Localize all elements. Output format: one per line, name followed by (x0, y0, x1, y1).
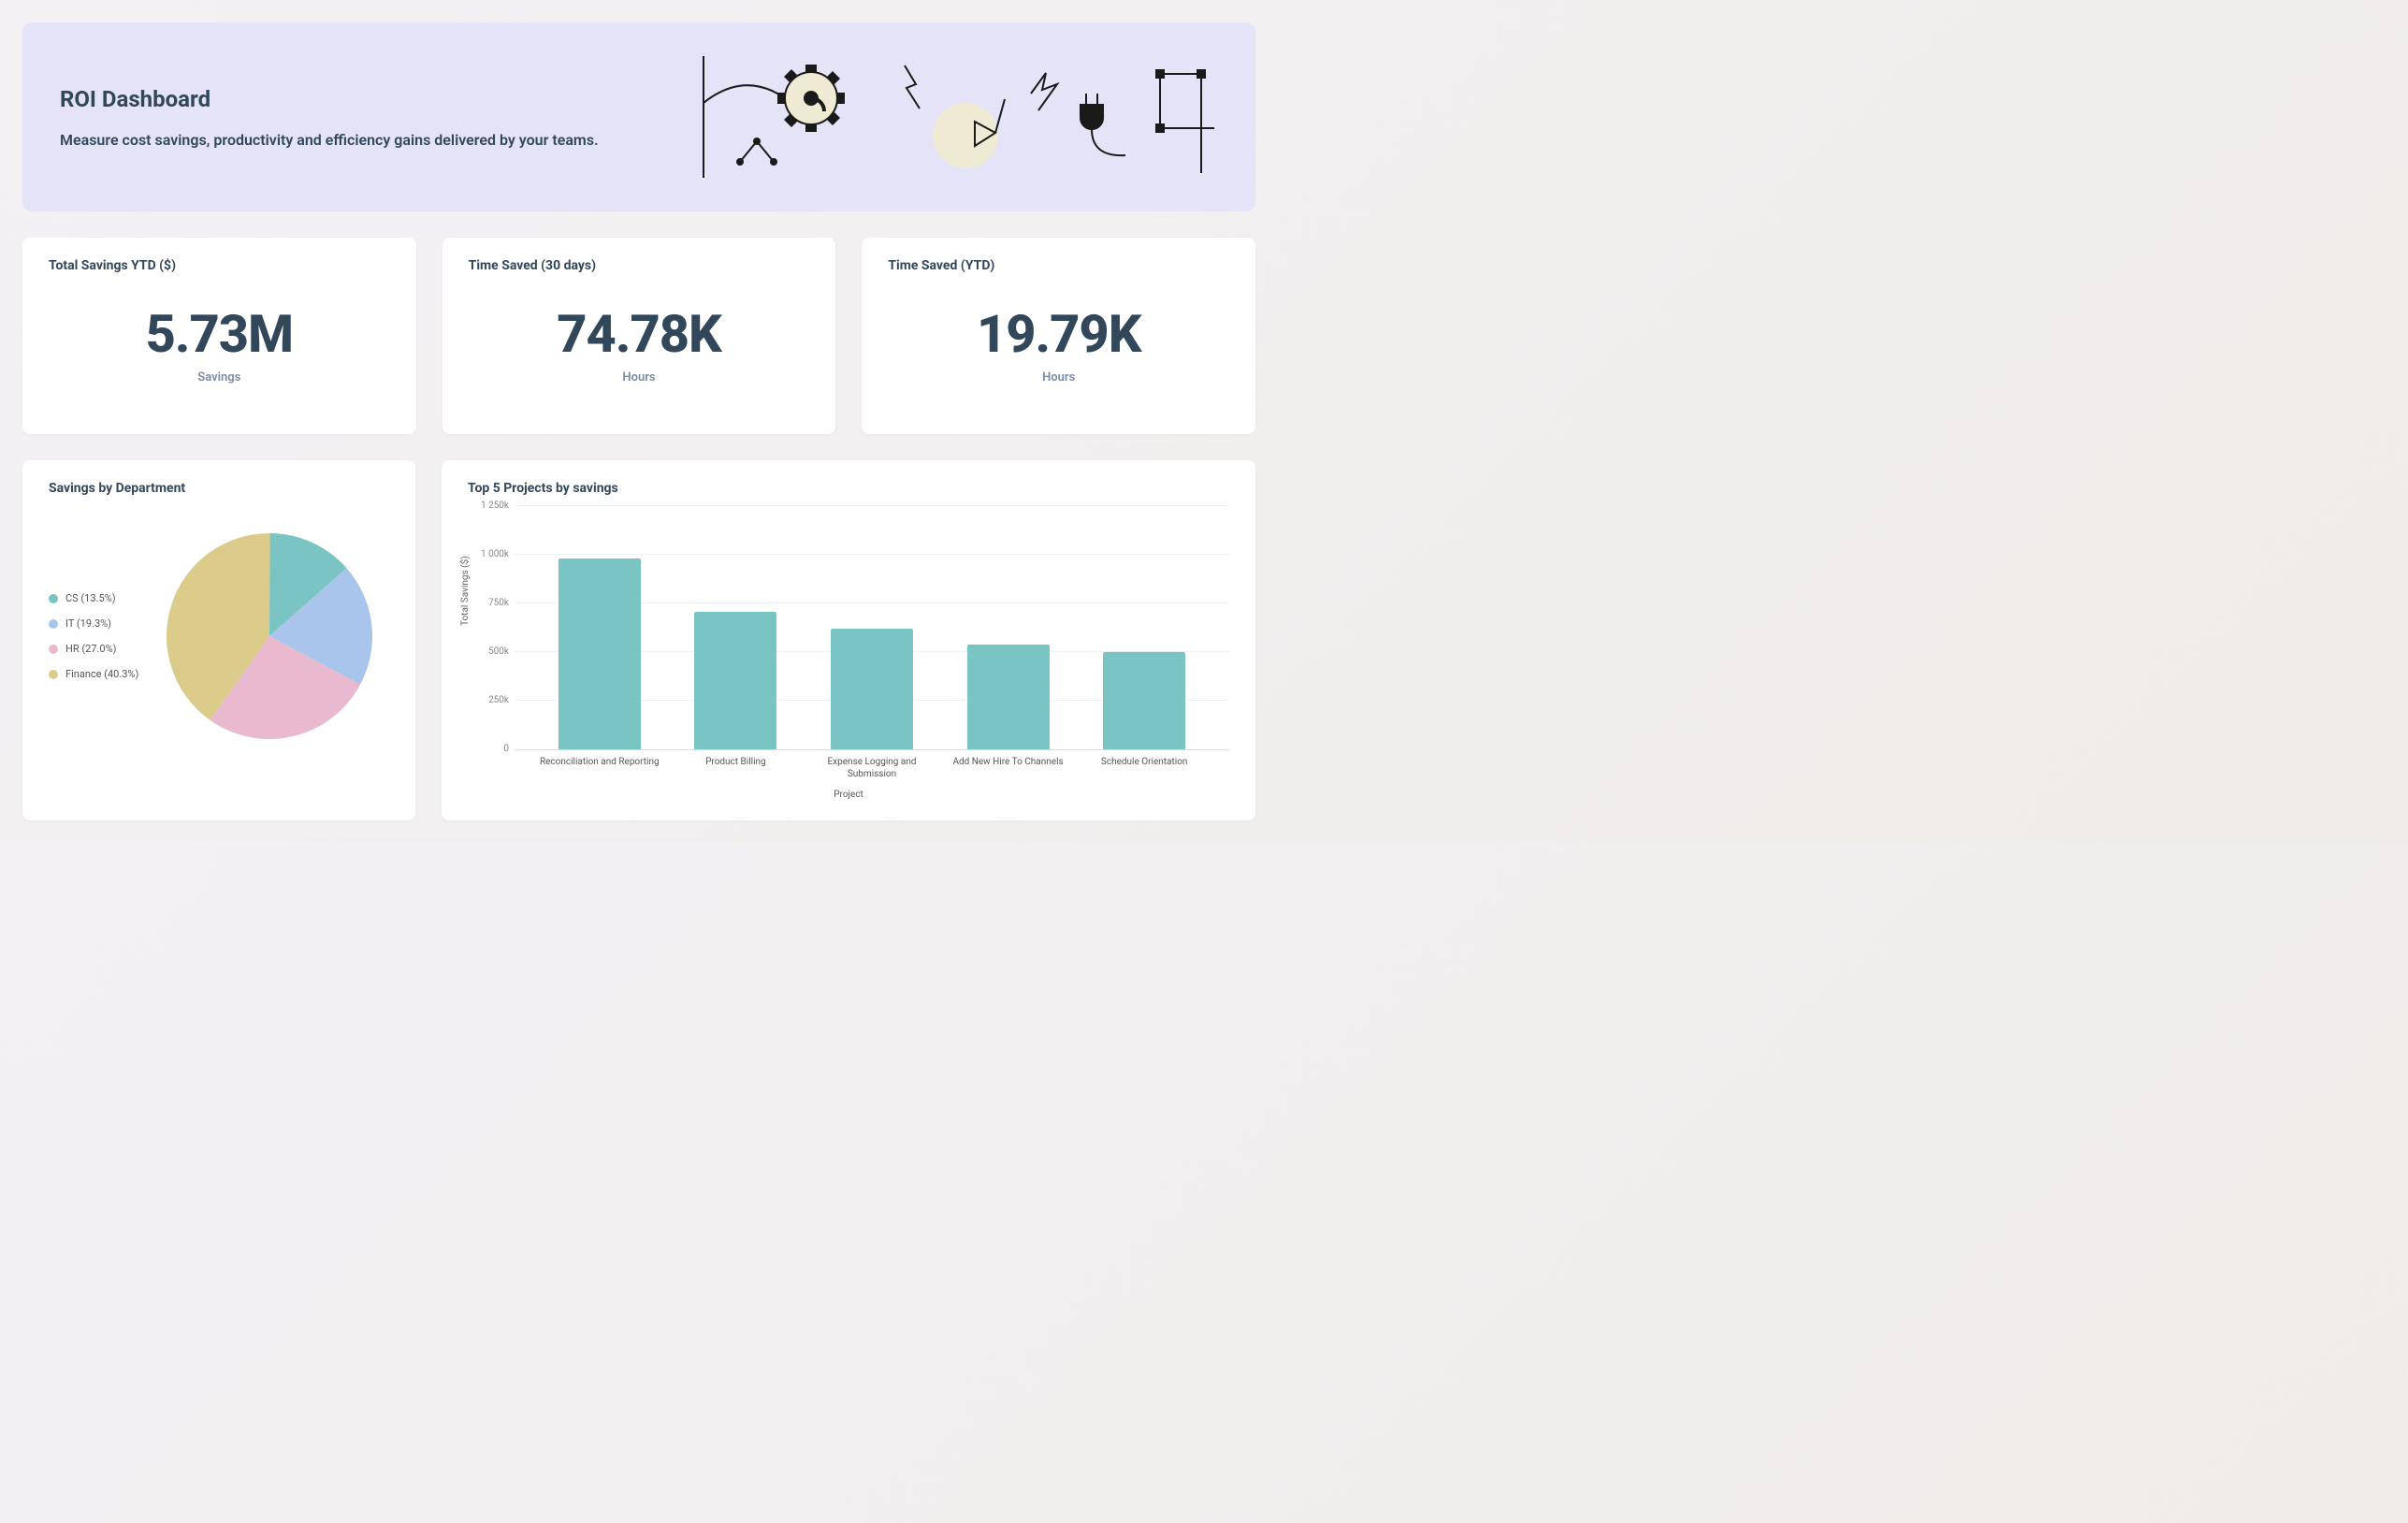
legend-label: IT (19.3%) (65, 617, 111, 630)
bar (831, 629, 913, 749)
x-tick-label: Schedule Orientation (1076, 756, 1212, 780)
x-tick-label: Reconciliation and Reporting (531, 756, 668, 780)
pie-legend: CS (13.5%) IT (19.3%) HR (27.0%) Finance (4… (49, 592, 138, 680)
kpi-card-time-ytd: Time Saved (YTD) 19.79K Hours (862, 238, 1255, 434)
y-tick-label: 1 000k (470, 549, 509, 559)
x-tick-label: Expense Logging and Submission (804, 756, 940, 780)
gridline: 1 250k (515, 505, 1229, 506)
kpi-unit: Hours (1042, 370, 1075, 384)
legend-item: Finance (40.3%) (49, 668, 138, 680)
kpi-unit: Hours (622, 370, 655, 384)
bar (558, 558, 641, 749)
y-tick-label: 1 250k (470, 500, 509, 511)
legend-label: Finance (40.3%) (65, 668, 138, 680)
kpi-unit: Savings (197, 370, 240, 384)
y-tick-label: 0 (470, 744, 509, 754)
legend-item: IT (19.3%) (49, 617, 138, 630)
charts-row: Savings by Department CS (13.5%) IT (19.3… (22, 460, 1255, 820)
chart-title: Top 5 Projects by savings (468, 481, 1229, 496)
y-tick-label: 750k (470, 598, 509, 608)
bar (694, 612, 776, 749)
legend-swatch (49, 645, 58, 654)
legend-label: CS (13.5%) (65, 592, 116, 604)
kpi-card-total-savings: Total Savings YTD ($) 5.73M Savings (22, 238, 416, 434)
legend-swatch (49, 670, 58, 679)
kpi-title: Total Savings YTD ($) (49, 258, 390, 273)
legend-item: HR (27.0%) (49, 643, 138, 655)
y-tick-label: 500k (470, 646, 509, 657)
bar-chart-card: Top 5 Projects by savings Total Savings … (442, 460, 1255, 820)
dashboard-banner: ROI Dashboard Measure cost savings, prod… (22, 22, 1255, 211)
banner-illustration (694, 56, 1218, 178)
y-axis-label: Total Savings ($) (460, 556, 471, 626)
kpi-value: 74.78K (557, 303, 720, 365)
kpi-card-time-30d: Time Saved (30 days) 74.78K Hours (442, 238, 836, 434)
page-title: ROI Dashboard (60, 86, 694, 112)
x-axis-label: Project (468, 790, 1229, 800)
kpi-value: 5.73M (146, 303, 294, 365)
legend-item: CS (13.5%) (49, 592, 138, 604)
bar (1103, 652, 1185, 749)
chart-title: Savings by Department (49, 481, 389, 496)
pie-chart (157, 524, 382, 748)
bar (967, 645, 1050, 749)
kpi-title: Time Saved (30 days) (469, 258, 810, 273)
page-subtitle: Measure cost savings, productivity and e… (60, 131, 694, 149)
kpi-title: Time Saved (YTD) (888, 258, 1229, 273)
legend-label: HR (27.0%) (65, 643, 116, 655)
bar-chart: Total Savings ($) 0250k500k750k1 000k1 2… (468, 507, 1229, 800)
x-tick-label: Add New Hire To Channels (940, 756, 1077, 780)
legend-swatch (49, 594, 58, 603)
y-tick-label: 250k (470, 695, 509, 705)
kpi-value: 19.79K (977, 303, 1140, 365)
banner-text: ROI Dashboard Measure cost savings, prod… (60, 86, 694, 149)
pie-chart-card: Savings by Department CS (13.5%) IT (19.3… (22, 460, 415, 820)
x-tick-label: Product Billing (668, 756, 805, 780)
kpi-row: Total Savings YTD ($) 5.73M Savings Time… (22, 238, 1255, 434)
legend-swatch (49, 619, 58, 629)
